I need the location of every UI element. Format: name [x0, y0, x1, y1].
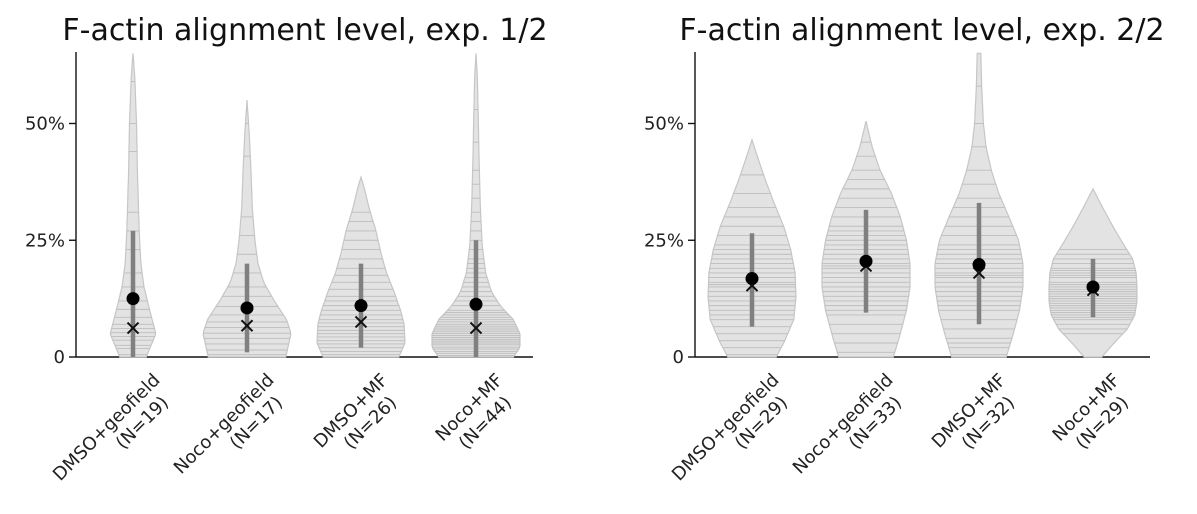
category-label: DMSO+geofield(N=29): [668, 370, 799, 501]
y-tick-label: 25%: [644, 230, 684, 251]
mean-marker: [1086, 280, 1100, 294]
mean-marker: [745, 272, 759, 286]
mean-marker: [469, 297, 483, 311]
chart-panel-1: F-actin alignment level, exp. 1/2 0 25% 50%…: [25, 13, 548, 501]
median-marker: [354, 315, 368, 329]
violin-group: [202, 100, 292, 358]
chart-title: F-actin alignment level, exp. 1/2: [62, 13, 547, 48]
mean-marker: [972, 258, 986, 272]
violin-group: [1048, 187, 1138, 358]
mean-marker: [354, 299, 368, 313]
category-label: DMSO+MF(N=26): [310, 370, 408, 468]
violin-group: [821, 121, 911, 358]
violin-group: [934, 52, 1024, 358]
y-tick-label: 0: [673, 347, 684, 368]
mean-marker: [240, 301, 254, 315]
category-label: Noco+MF(N=29): [1049, 370, 1140, 461]
median-marker: [469, 321, 483, 335]
y-tick-label: 50%: [644, 114, 684, 135]
violin-body: [202, 100, 292, 358]
violin-group: [431, 53, 521, 358]
chart-panel-2: F-actin alignment level, exp. 2/2 0 25% 50%…: [644, 13, 1165, 501]
violin-group: [316, 175, 406, 358]
category-label: Noco+MF(N=44): [432, 370, 523, 461]
violin-body: [109, 53, 157, 358]
y-tick-label: 50%: [25, 114, 65, 135]
category-label: Noco+geofield(N=33): [789, 370, 913, 494]
y-tick-label: 25%: [25, 230, 65, 251]
violin-group: [707, 137, 797, 358]
mean-marker: [859, 254, 873, 268]
category-label: Noco+geofield(N=17): [170, 370, 294, 494]
median-marker: [126, 321, 140, 335]
median-marker: [240, 319, 254, 332]
chart-title: F-actin alignment level, exp. 2/2: [679, 13, 1164, 48]
category-label: DMSO+geofield(N=19): [49, 370, 180, 501]
y-tick-label: 0: [54, 347, 65, 368]
violin-group: [109, 53, 157, 358]
category-label: DMSO+MF(N=32): [928, 370, 1026, 468]
mean-marker: [126, 292, 140, 306]
